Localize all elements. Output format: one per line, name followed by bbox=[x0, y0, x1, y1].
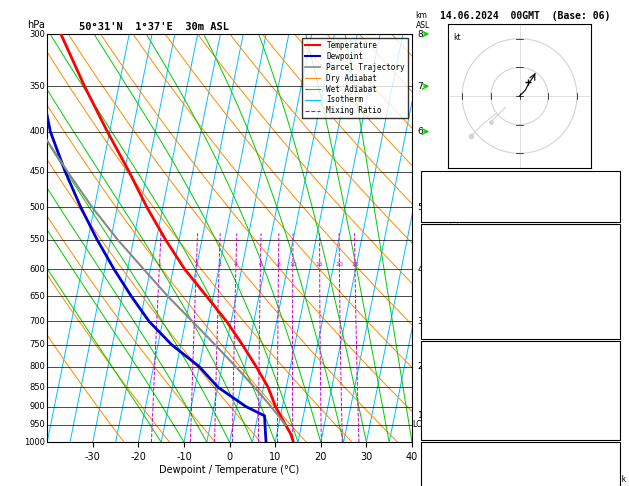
Text: EH: EH bbox=[426, 463, 437, 472]
Text: 700: 700 bbox=[30, 317, 45, 326]
Text: 450: 450 bbox=[30, 167, 45, 176]
Text: -1: -1 bbox=[605, 176, 615, 185]
Text: 4: 4 bbox=[234, 262, 238, 267]
Text: Lifted Index: Lifted Index bbox=[426, 293, 486, 302]
Text: PW (cm): PW (cm) bbox=[426, 208, 462, 217]
Text: 14.06.2024  00GMT  (Base: 06): 14.06.2024 00GMT (Base: 06) bbox=[440, 11, 610, 21]
Text: 400: 400 bbox=[30, 127, 45, 136]
Text: km
ASL: km ASL bbox=[416, 11, 430, 30]
Text: 3: 3 bbox=[217, 262, 221, 267]
Text: 950: 950 bbox=[30, 420, 45, 429]
Text: 500: 500 bbox=[30, 203, 45, 212]
X-axis label: Dewpoint / Temperature (°C): Dewpoint / Temperature (°C) bbox=[160, 465, 299, 475]
Text: Pressure (mb): Pressure (mb) bbox=[426, 362, 491, 371]
Text: 2: 2 bbox=[418, 362, 423, 371]
Text: 0: 0 bbox=[610, 309, 615, 318]
Text: θₑ(K): θₑ(K) bbox=[426, 277, 452, 286]
Text: 0: 0 bbox=[610, 426, 615, 435]
Text: 600: 600 bbox=[30, 264, 45, 274]
Text: Mixing Ratio (g/kg): Mixing Ratio (g/kg) bbox=[451, 202, 460, 275]
Text: 4: 4 bbox=[418, 264, 423, 274]
Text: 750: 750 bbox=[30, 340, 45, 349]
Text: 800: 800 bbox=[30, 362, 45, 371]
Text: 1: 1 bbox=[157, 262, 161, 267]
Legend: Temperature, Dewpoint, Parcel Trajectory, Dry Adiabat, Wet Adiabat, Isotherm, Mi: Temperature, Dewpoint, Parcel Trajectory… bbox=[302, 38, 408, 119]
Text: Surface: Surface bbox=[503, 229, 538, 238]
Text: 650: 650 bbox=[30, 292, 45, 301]
Text: Totals Totals: Totals Totals bbox=[426, 192, 491, 201]
Text: 303: 303 bbox=[600, 378, 615, 387]
Text: hPa: hPa bbox=[28, 20, 45, 30]
Text: 25: 25 bbox=[351, 262, 359, 267]
Text: Hodograph: Hodograph bbox=[498, 447, 543, 456]
Text: 3: 3 bbox=[418, 317, 423, 326]
Text: 925: 925 bbox=[600, 362, 615, 371]
Text: 7: 7 bbox=[418, 82, 423, 91]
Text: 20: 20 bbox=[335, 262, 343, 267]
Text: Most Unstable: Most Unstable bbox=[488, 346, 553, 355]
Text: 8: 8 bbox=[418, 30, 423, 38]
Text: 34: 34 bbox=[605, 192, 615, 201]
Text: Dewp (°C): Dewp (°C) bbox=[426, 261, 472, 270]
Text: 301: 301 bbox=[600, 277, 615, 286]
Text: 6: 6 bbox=[418, 127, 423, 136]
Text: 1.3: 1.3 bbox=[600, 208, 615, 217]
Text: 850: 850 bbox=[30, 382, 45, 392]
Text: 21: 21 bbox=[605, 479, 615, 486]
Text: 0: 0 bbox=[610, 410, 615, 419]
Text: 300: 300 bbox=[30, 30, 45, 38]
Text: 10: 10 bbox=[605, 394, 615, 403]
Text: 550: 550 bbox=[30, 235, 45, 244]
Text: 0: 0 bbox=[610, 325, 615, 334]
Text: 6.7: 6.7 bbox=[600, 261, 615, 270]
Text: 10: 10 bbox=[289, 262, 297, 267]
Text: K: K bbox=[426, 176, 431, 185]
Text: CAPE (J): CAPE (J) bbox=[426, 309, 467, 318]
Text: 1: 1 bbox=[418, 411, 423, 420]
Text: 350: 350 bbox=[30, 82, 45, 91]
Text: LCL: LCL bbox=[413, 420, 426, 429]
Text: 5: 5 bbox=[418, 203, 423, 212]
Text: 13: 13 bbox=[605, 293, 615, 302]
Text: 12.2: 12.2 bbox=[595, 245, 615, 254]
Text: CIN (J): CIN (J) bbox=[426, 325, 462, 334]
Text: 900: 900 bbox=[30, 402, 45, 411]
Text: Lifted Index: Lifted Index bbox=[426, 394, 486, 403]
Text: 8: 8 bbox=[277, 262, 281, 267]
Text: CIN (J): CIN (J) bbox=[426, 426, 462, 435]
Text: 1000: 1000 bbox=[25, 438, 45, 447]
Text: SREH: SREH bbox=[426, 479, 447, 486]
Text: θₑ (K): θₑ (K) bbox=[426, 378, 457, 387]
Text: 6: 6 bbox=[610, 463, 615, 472]
Text: 15: 15 bbox=[316, 262, 323, 267]
Text: 2: 2 bbox=[194, 262, 198, 267]
Text: Temp (°C): Temp (°C) bbox=[426, 245, 472, 254]
Text: CAPE (J): CAPE (J) bbox=[426, 410, 467, 419]
Text: 50°31'N  1°37'E  30m ASL: 50°31'N 1°37'E 30m ASL bbox=[79, 21, 228, 32]
Text: kt: kt bbox=[454, 33, 461, 42]
Text: 6: 6 bbox=[259, 262, 262, 267]
Text: © weatheronline.co.uk: © weatheronline.co.uk bbox=[529, 474, 626, 484]
